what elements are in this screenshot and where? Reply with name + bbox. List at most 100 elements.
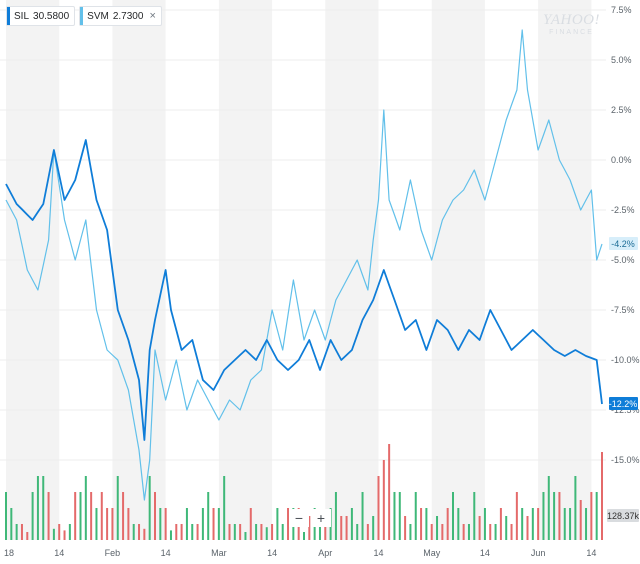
volume-bar	[212, 508, 215, 540]
volume-bar	[356, 524, 359, 540]
watermark-main: YAHOO!	[543, 12, 600, 28]
volume-bar	[499, 508, 502, 540]
legend-value: 30.5800	[33, 10, 70, 22]
x-tick-label: 14	[54, 548, 64, 558]
volume-bar	[595, 492, 598, 540]
volume-bar	[489, 524, 492, 540]
volume-bar	[452, 492, 454, 540]
x-tick-label: May	[423, 548, 441, 558]
legend: SIL 30.5800 SVM 2.7300 ×	[6, 6, 162, 26]
y-axis: 7.5% 5.0% 2.5% 0.0% -2.5% -5.0% -7.5% -10.0% -12…	[611, 5, 640, 465]
volume-bar	[132, 524, 135, 540]
volume-bar	[462, 524, 465, 540]
volume-bar	[84, 476, 87, 540]
volume-bar	[515, 492, 518, 540]
volume-bar	[494, 524, 497, 540]
volume-bar	[441, 524, 444, 540]
y-tick-label: -7.5%	[611, 305, 635, 315]
series-line-sil	[5, 139, 603, 441]
volume-bar	[223, 476, 226, 540]
volume-bar	[26, 532, 29, 540]
volume-bars	[5, 444, 603, 540]
volume-bar	[244, 532, 247, 540]
volume-bar	[521, 508, 524, 540]
volume-bar	[388, 444, 391, 540]
volume-bar	[228, 524, 231, 540]
legend-value: 2.7300	[112, 10, 144, 22]
series-lines	[5, 29, 603, 501]
watermark-sub: FINANCE	[549, 29, 594, 36]
x-axis: 18 14 Feb 14 Mar 14 Apr 14 May 14 Jun 14	[4, 548, 596, 558]
x-tick-label: 14	[161, 548, 171, 558]
volume-bar	[590, 492, 593, 540]
volume-bar	[260, 524, 263, 540]
volume-bar	[159, 508, 162, 540]
volume-bar	[398, 492, 401, 540]
volume-bar	[505, 516, 508, 540]
x-tick-label: 18	[4, 548, 14, 558]
volume-bar	[601, 452, 603, 540]
volume-bar	[404, 516, 407, 540]
volume-label: 128.37k	[607, 511, 640, 521]
volume-bar	[47, 492, 50, 540]
volume-bar	[558, 492, 561, 540]
volume-bar	[36, 476, 39, 540]
volume-bar	[276, 508, 279, 540]
x-tick-label: 14	[373, 548, 383, 558]
y-tick-label: 2.5%	[611, 105, 632, 115]
volume-bar	[58, 524, 61, 540]
volume-bar	[281, 524, 284, 540]
volume-bar	[169, 530, 172, 540]
month-band	[6, 0, 60, 540]
legend-item-sil[interactable]: SIL 30.5800	[6, 6, 76, 26]
volume-bar	[350, 508, 353, 540]
volume-bar	[10, 508, 13, 540]
volume-bar	[393, 492, 396, 540]
volume-bar	[138, 524, 141, 540]
month-bands	[6, 0, 592, 540]
volume-bar	[531, 508, 534, 540]
last-value-labels: -12.2% -4.2% 128.37k	[607, 237, 640, 522]
series-line-svm	[5, 29, 603, 501]
volume-bar	[377, 476, 380, 540]
volume-bar	[574, 476, 577, 540]
volume-bar	[483, 508, 486, 540]
volume-bar	[217, 508, 220, 540]
volume-bar	[79, 492, 82, 540]
volume-bar	[116, 476, 119, 540]
last-label-box	[609, 237, 638, 250]
volume-bar	[175, 524, 178, 540]
volume-bar	[122, 492, 125, 540]
month-band	[538, 0, 592, 540]
zoom-in-button[interactable]: +	[311, 509, 331, 527]
volume-bar	[467, 524, 470, 540]
volume-bar	[196, 524, 199, 540]
month-band	[112, 0, 166, 540]
x-tick-label: 14	[480, 548, 490, 558]
volume-bar	[180, 524, 183, 540]
legend-item-svm[interactable]: SVM 2.7300 ×	[79, 6, 162, 26]
volume-label-box	[607, 509, 639, 522]
volume-bar	[436, 516, 439, 540]
legend-swatch-sil	[7, 7, 10, 25]
volume-bar	[185, 508, 188, 540]
volume-bar	[430, 524, 433, 540]
yahoo-finance-watermark: YAHOO! FINANCE	[543, 12, 600, 36]
volume-bar	[510, 524, 513, 540]
volume-bar	[334, 492, 337, 540]
volume-bar	[265, 527, 268, 540]
volume-bar	[111, 508, 114, 540]
volume-bar	[63, 530, 66, 540]
y-tick-label: -15.0%	[611, 455, 640, 465]
volume-bar	[478, 516, 481, 540]
x-tick-label: 14	[586, 548, 596, 558]
volume-bar	[303, 532, 305, 540]
volume-bar	[585, 508, 588, 540]
volume-bar	[569, 508, 572, 540]
volume-bar	[457, 508, 460, 540]
close-icon[interactable]: ×	[149, 10, 156, 22]
month-band	[218, 0, 273, 540]
zoom-out-button[interactable]: −	[289, 509, 309, 527]
volume-bar	[382, 460, 385, 540]
